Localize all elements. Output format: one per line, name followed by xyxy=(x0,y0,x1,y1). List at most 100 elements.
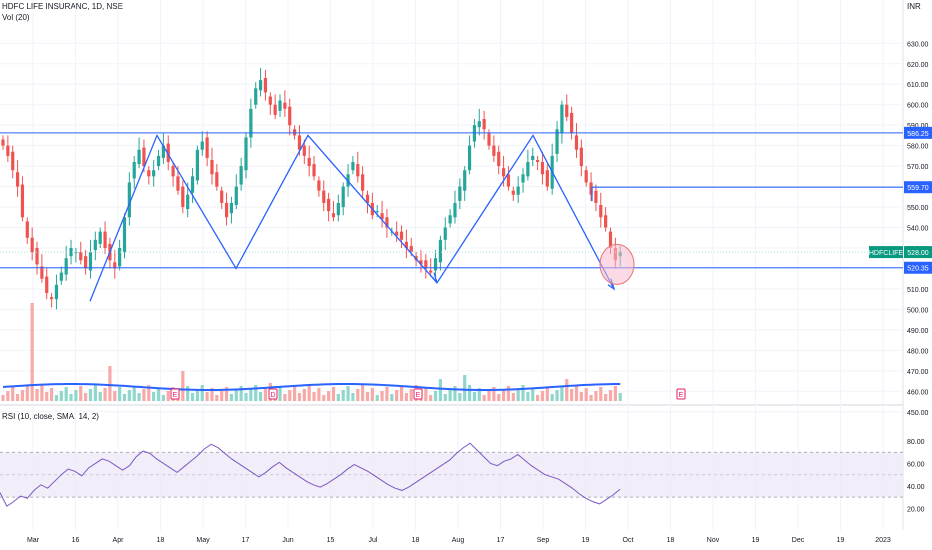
volume-bar xyxy=(103,388,107,401)
candle-body xyxy=(438,239,442,263)
level-badge-520-value: 520.35 xyxy=(907,266,929,273)
volume-bar xyxy=(186,386,190,401)
candle-body xyxy=(239,166,243,185)
volume-bar xyxy=(385,387,389,401)
level-badge-520-value-box xyxy=(904,261,932,274)
candle-body xyxy=(365,194,370,203)
date-tick-label: Oct xyxy=(623,537,634,544)
candle-body xyxy=(404,241,408,248)
price-tick-label: 620.00 xyxy=(907,62,929,69)
candle-body xyxy=(302,145,306,156)
candle-body xyxy=(293,129,297,136)
volume-bar xyxy=(433,391,438,401)
level-badge-586-value-box xyxy=(904,126,932,139)
candle-body xyxy=(433,258,438,271)
date-tick-label: Dec xyxy=(792,537,805,544)
volume-bar xyxy=(604,394,608,401)
candle-body xyxy=(317,180,321,191)
volume-legend: Vol (20) xyxy=(2,13,30,22)
volume-bar xyxy=(467,385,472,401)
volume-bar xyxy=(108,366,112,401)
event-marker: E xyxy=(170,388,180,400)
candle-body xyxy=(268,96,272,105)
candle-body xyxy=(501,168,506,177)
volume-bar xyxy=(181,371,185,401)
volume-bar xyxy=(15,394,20,401)
candle-body xyxy=(458,186,462,201)
volume-bar xyxy=(608,390,613,401)
candle-body xyxy=(312,164,316,177)
volume-bar xyxy=(30,303,34,401)
price-tick-label: 500.00 xyxy=(907,307,929,314)
date-tick-label: 16 xyxy=(72,537,80,544)
candle-body xyxy=(11,151,15,171)
volume-bar xyxy=(35,389,39,401)
candle-body xyxy=(565,104,569,117)
volume-bar xyxy=(521,385,525,401)
volume-bar xyxy=(492,387,496,401)
price-tick-label: 450.00 xyxy=(907,410,929,417)
price-tick-label: 510.00 xyxy=(907,287,929,294)
ticker-badge-value-box xyxy=(904,246,932,259)
candle-body xyxy=(497,151,501,167)
date-tick-label: 18 xyxy=(667,537,675,544)
volume-bar xyxy=(6,391,10,401)
volume-bar xyxy=(565,379,569,401)
volume-bar xyxy=(424,388,428,401)
candle-body xyxy=(69,247,73,257)
volume-bar xyxy=(118,387,122,401)
volume-bar xyxy=(59,391,63,401)
volume-bar xyxy=(511,393,515,401)
candle-body xyxy=(224,202,229,218)
candle-body xyxy=(545,170,549,187)
candle-body xyxy=(341,186,345,208)
volume-bar xyxy=(429,395,433,401)
volume-bar xyxy=(283,394,287,401)
candle-body xyxy=(64,258,68,275)
volume-bar xyxy=(361,385,365,401)
candle-body xyxy=(88,252,93,271)
candle-body xyxy=(429,270,433,273)
candle-body xyxy=(166,143,170,163)
candle-body xyxy=(30,237,34,253)
volume-bar xyxy=(594,391,598,401)
volume-bar xyxy=(258,392,263,401)
volume-bar xyxy=(579,392,583,401)
volume-bar xyxy=(404,393,408,401)
candle-body xyxy=(511,190,515,195)
candle-body xyxy=(477,121,481,128)
volume-bar xyxy=(531,388,535,401)
event-marker-box xyxy=(170,388,180,400)
candle-body xyxy=(220,190,224,203)
volume-bar xyxy=(540,391,545,401)
volume-bar xyxy=(210,388,214,401)
date-tick-label: Apr xyxy=(113,537,125,544)
candle-body xyxy=(161,145,165,158)
volume-bar xyxy=(346,386,350,401)
volume-bar xyxy=(365,392,370,401)
candle-body xyxy=(531,155,535,160)
candle-body xyxy=(327,198,331,212)
candle-body xyxy=(171,166,175,177)
date-tick-label: Jul xyxy=(369,537,378,544)
volume-bar xyxy=(40,385,44,401)
ticker-badge: HDFCLIFE 528.00 xyxy=(869,246,932,259)
volume-bar xyxy=(142,389,146,401)
volume-bar xyxy=(224,387,229,401)
candle-body xyxy=(297,135,302,150)
volume-bar xyxy=(249,389,253,401)
volume-bar xyxy=(54,395,59,401)
volume-bar xyxy=(550,394,554,401)
volume-bar xyxy=(244,393,248,401)
candle-body xyxy=(278,100,282,111)
volume-bar xyxy=(356,389,360,401)
candle-body xyxy=(409,245,413,253)
candle-body xyxy=(210,159,214,175)
candle-body xyxy=(560,104,564,134)
volume-bar xyxy=(322,395,326,401)
volume-bar xyxy=(132,386,136,401)
event-marker-label: E xyxy=(679,392,684,399)
volume-bar xyxy=(317,388,321,401)
